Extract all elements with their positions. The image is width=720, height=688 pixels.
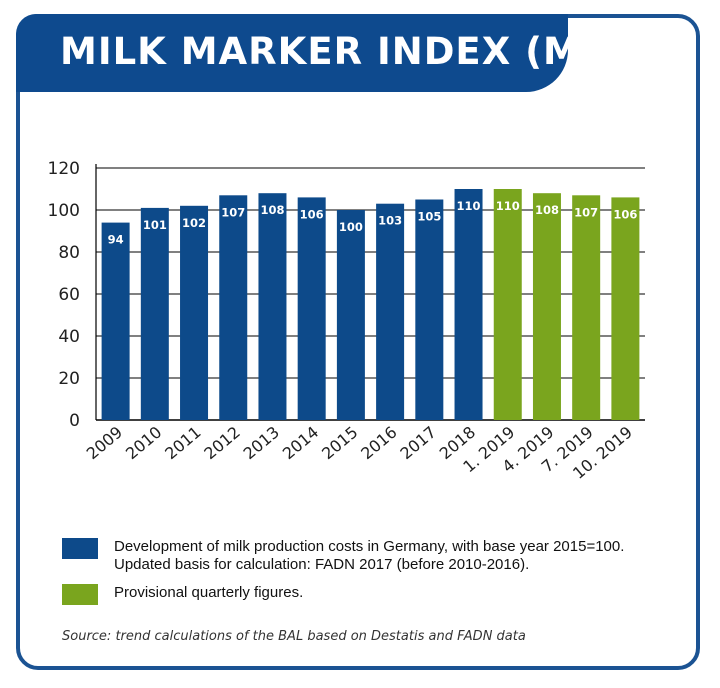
bar	[572, 195, 601, 420]
data-label: 108	[260, 203, 284, 217]
bar	[493, 189, 522, 420]
bar	[454, 189, 483, 420]
data-label: 107	[221, 205, 245, 219]
source-note: Source: trend calculations of the BAL ba…	[62, 629, 526, 644]
y-tick-label: 100	[48, 201, 80, 221]
bar	[258, 193, 287, 420]
bar	[219, 195, 248, 420]
data-label: 106	[613, 207, 637, 221]
title-banner	[16, 14, 568, 92]
x-tick-label: 2014	[279, 423, 322, 464]
y-tick-label: 120	[48, 159, 80, 179]
bar	[101, 222, 130, 420]
bar	[297, 197, 326, 420]
legend-text-development: Development of milk production costs in …	[114, 538, 625, 573]
data-label: 108	[535, 203, 559, 217]
bar	[611, 197, 640, 420]
x-tick-label: 2015	[318, 423, 361, 464]
x-tick-label: 2011	[161, 423, 204, 464]
bar	[140, 207, 169, 420]
y-tick-label: 40	[58, 327, 80, 347]
legend-item-development: Development of milk production costs in …	[62, 538, 624, 574]
bar-chart: 0 20 40 60 80 100 120 94 2009 101 2010 102 2011 107 20…	[48, 159, 645, 483]
legend-swatch-green	[62, 584, 98, 605]
y-tick-label: 20	[58, 369, 80, 389]
bar	[415, 199, 444, 420]
bar	[180, 205, 209, 420]
data-label: 102	[182, 216, 206, 230]
y-tick-label: 60	[58, 285, 80, 305]
data-label: 94	[108, 233, 124, 247]
data-label: 110	[457, 199, 481, 213]
data-label: 103	[378, 214, 402, 228]
x-tick-label: 2016	[357, 423, 400, 464]
data-label: 106	[300, 207, 324, 221]
x-tick-label: 2017	[396, 423, 439, 464]
x-tick-label: 2013	[240, 423, 283, 464]
bar	[376, 203, 405, 420]
data-label: 105	[417, 210, 441, 224]
legend-text-provisional: Provisional quarterly figures.	[114, 584, 304, 601]
data-label: 107	[574, 205, 598, 219]
data-label: 100	[339, 220, 363, 234]
x-tick-label: 2009	[83, 423, 126, 464]
page-title: MILK MARKER INDEX (MMI)	[60, 30, 652, 73]
y-tick-label: 0	[69, 411, 80, 431]
data-label: 101	[143, 218, 167, 232]
legend-swatch-blue	[62, 538, 98, 559]
data-label: 110	[496, 199, 520, 213]
y-tick-label: 80	[58, 243, 80, 263]
bar	[532, 193, 561, 420]
bar	[336, 210, 365, 420]
legend-item-provisional: Provisional quarterly figures.	[62, 584, 303, 605]
x-tick-label: 2010	[122, 423, 165, 464]
x-tick-label: 2012	[200, 423, 243, 464]
